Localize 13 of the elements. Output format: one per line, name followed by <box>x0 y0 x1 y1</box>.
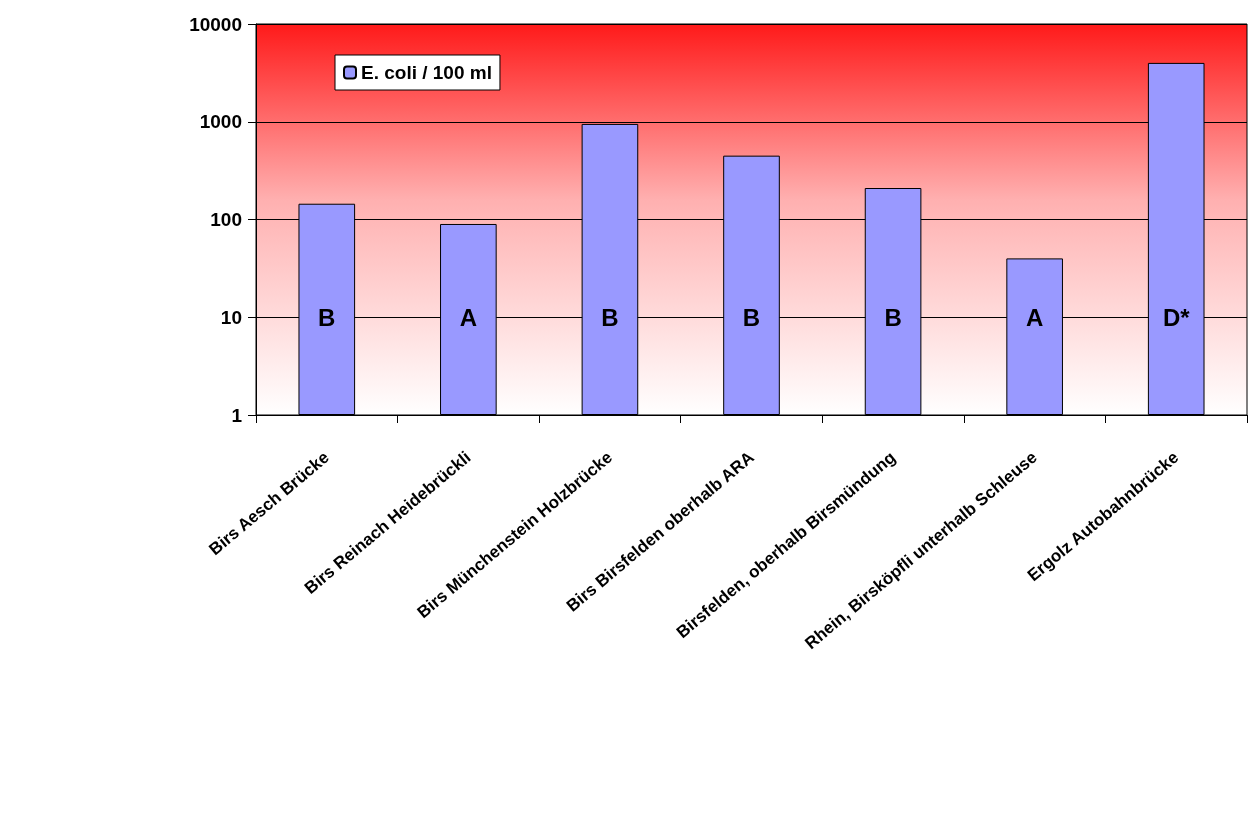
annotation: B <box>884 303 902 331</box>
annotation: A <box>459 303 478 331</box>
y-tick-label: 1 <box>231 404 243 426</box>
annotation: D* <box>1162 303 1191 331</box>
annotation: A <box>1025 303 1044 331</box>
legend-label: E. coli / 100 ml <box>361 62 492 83</box>
annotation: B <box>318 303 336 331</box>
annotation: B <box>742 303 761 331</box>
annotation: B <box>601 303 619 331</box>
y-tick-label: 10 <box>220 306 242 328</box>
y-tick-label: 1000 <box>199 111 242 133</box>
y-tick-label: 10000 <box>189 13 242 35</box>
y-tick-label: 100 <box>210 209 242 230</box>
